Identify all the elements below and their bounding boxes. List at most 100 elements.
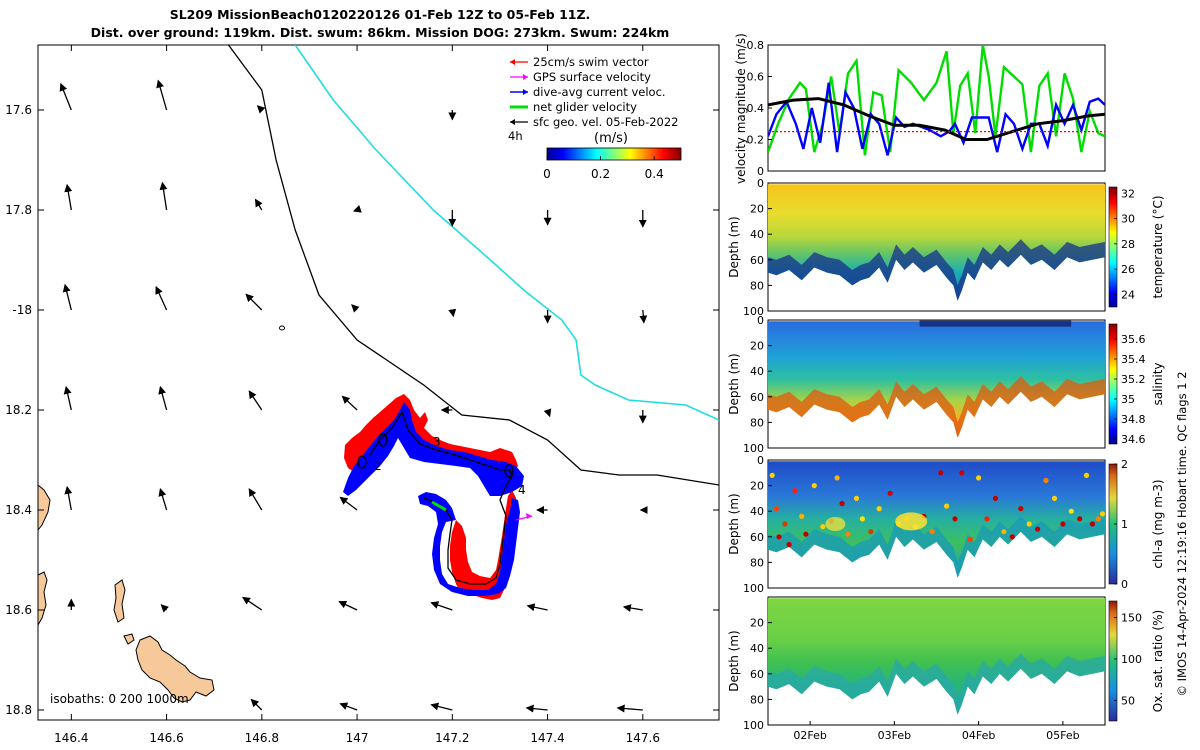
velocity-y-axis-label: velocity magnitude (m/s) [734, 33, 748, 184]
velocity-y-tick-label: 0 [757, 165, 764, 178]
waypoint-marker [504, 464, 514, 478]
current-vector-arrow [158, 385, 168, 411]
map-x-tick-label: 146.4 [54, 731, 88, 745]
current-vector-arrow [250, 698, 263, 711]
chl-sample-dot [776, 534, 782, 540]
section-colorbar-tick-label: 34.6 [1121, 433, 1146, 446]
section-x-tick-label: 05Feb [1046, 729, 1079, 742]
section-colorbar-tick-label: 2 [1121, 458, 1128, 471]
chl-sample-dot [1089, 521, 1095, 527]
colorbar-tick-label: 0.2 [591, 167, 610, 181]
gps-surface-velocity-arrowhead [526, 513, 532, 519]
legend-arrowhead [510, 59, 515, 65]
isobath-0m-line [227, 45, 719, 486]
section-colorbar-tick-label: 32 [1121, 187, 1135, 200]
section-x-tick-label: 03Feb [878, 729, 911, 742]
map-y-tick-label: 18.8 [5, 703, 32, 717]
section-y-tick-label: 40 [750, 228, 764, 241]
section-y-axis-label: Depth (m) [727, 630, 741, 691]
section-panel: 0 20 40 60 80 100 Depth (m) 34.6 34.8 35 35.2 35.4 3… [727, 314, 1165, 455]
current-vector-arrow [526, 603, 548, 612]
section-colorbar-tick-label: 0 [1121, 578, 1128, 591]
map-x-tick-label: 147.4 [530, 731, 564, 745]
section-colorbar-label: chl-a (mg m-3) [1151, 479, 1165, 568]
colorbar-tick-label: 0 [543, 167, 551, 181]
land-polygon [135, 635, 215, 703]
chl-sample-dot [876, 506, 882, 512]
chl-sample-dot [1077, 516, 1083, 522]
figure-title-line1: SL209 MissionBeach0120220126 01-Feb 12Z … [169, 7, 591, 22]
velocity-y-tick-label: 0.8 [747, 39, 765, 52]
current-vector-arrow [622, 604, 643, 612]
legend-arrowhead [523, 89, 528, 95]
section-y-tick-label: 0 [757, 177, 764, 190]
legend-arrowhead [523, 74, 528, 80]
chl-sample-dot [952, 516, 958, 522]
chl-sample-dot [782, 521, 788, 527]
velocity-y-tick-label: 0.6 [747, 71, 765, 84]
section-y-tick-label: 100 [743, 442, 764, 455]
chl-sample-dot [976, 475, 982, 481]
current-vector-arrow [543, 408, 552, 418]
current-vector-arrow [62, 283, 72, 311]
section-panel: 0 20 40 60 80 100 Depth (m) 0 1 2 chl-a (mg m-3) [727, 454, 1165, 595]
section-y-axis-label: Depth (m) [727, 493, 741, 554]
section-y-tick-label: 80 [750, 556, 764, 569]
footer-credit: © IMOS 14-Apr-2024 12:19:16 Hobart time.… [1175, 371, 1189, 697]
waypoint-marker [378, 433, 388, 447]
track-map: 2 3 4 146.4 146.6 146.8 147 147.2 147.4 147.61… [5, 44, 720, 745]
chl-sample-dot [887, 490, 893, 496]
section-x-tick-label: 02Feb [793, 729, 826, 742]
section-y-tick-label: 100 [743, 582, 764, 595]
chl-sample-dot [773, 506, 780, 512]
current-vector-arrow [59, 82, 72, 111]
section-y-tick-label: 40 [750, 365, 764, 378]
chl-sample-dot [984, 516, 990, 522]
isobaths-label: isobaths: 0 200 1000m [50, 692, 189, 706]
section-y-tick-label: 40 [750, 642, 764, 655]
section-colorbar-tick-label: 34.8 [1121, 413, 1146, 426]
swim-vector-swath [344, 394, 518, 474]
section-y-tick-label: 60 [750, 531, 764, 544]
current-vector-arrow [351, 304, 360, 313]
map-legend: 25cm/s swim vector GPS surface velocity … [503, 52, 713, 146]
section-colorbar-tick-label: 26 [1121, 263, 1135, 276]
map-y-tick-label: 18.6 [5, 603, 32, 617]
waypoint-label: 4 [518, 483, 526, 497]
velocity-y-tick-label: 0.4 [747, 102, 765, 115]
current-vector-arrow [525, 704, 548, 713]
chl-sample-dot [959, 470, 965, 476]
section-colorbar-tick-label: 28 [1121, 238, 1135, 251]
section-panel: 20 40 60 80 100 Depth (m) 50 100 150 Ox. sat. rat… [727, 596, 1165, 742]
section-colorbar [1108, 600, 1118, 722]
current-vector-arrow [616, 704, 643, 713]
section-y-tick-label: 100 [743, 305, 764, 318]
figure-title-line2: Dist. over ground: 119km. Dist. swum: 86… [90, 25, 670, 40]
chl-sample-dot [967, 536, 973, 543]
waypoint-marker [357, 455, 367, 469]
velocity-axis-ticks: 0 0.2 0.4 0.6 0.8 [747, 39, 772, 178]
chl-sample-dot [1068, 508, 1074, 514]
chl-sample-dot [820, 524, 826, 530]
chl-maximum-patch [825, 517, 846, 531]
chl-sample-dot [1035, 526, 1041, 532]
current-vector-arrow [338, 600, 358, 611]
current-vector-arrow [248, 390, 263, 411]
chl-sample-dot [1060, 521, 1066, 527]
legend-background [503, 52, 713, 142]
section-colorbar-tick-label: 35.6 [1121, 333, 1146, 346]
section-colorbar [1108, 323, 1118, 445]
section-bottom-layer [768, 516, 1105, 578]
chl-sample-dot [1083, 472, 1090, 478]
current-vector-arrow [448, 308, 457, 318]
current-vector-arrow [160, 604, 170, 613]
chl-sample-dot [792, 488, 798, 494]
velocity-series-group [768, 45, 1105, 156]
legend-label-swim-vector: 25cm/s swim vector [533, 55, 649, 69]
velocity-magnitude-panel: 0 0.2 0.4 0.6 0.8 [747, 39, 1106, 178]
chl-sample-dot [811, 483, 817, 489]
islet-outline [279, 325, 285, 331]
map-x-tick-label: 146.8 [245, 731, 279, 745]
